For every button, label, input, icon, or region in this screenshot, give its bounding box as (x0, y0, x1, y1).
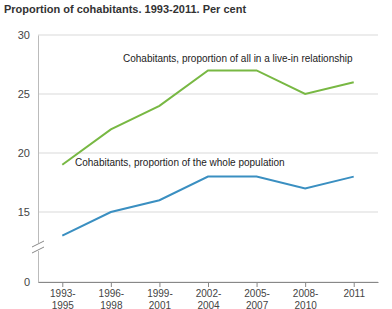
y-tick: 25 (18, 88, 38, 100)
x-tick: 2002-2004 (196, 282, 222, 309)
y-tick-label: 25 (18, 88, 30, 100)
x-tick-mark (354, 282, 355, 287)
grid-line (38, 94, 378, 95)
title: Proportion of cohabitants. 1993-2011. Pe… (4, 3, 246, 15)
x-tick: 2011 (343, 282, 365, 299)
grid-line (38, 212, 378, 213)
series-label: Cohabitants, proportion of the whole pop… (75, 157, 285, 168)
y-tick: 0 (24, 276, 38, 288)
x-tick: 1993-1995 (50, 282, 76, 309)
x-tick-label: 1999-2001 (147, 288, 173, 309)
y-tick-label: 0 (24, 276, 30, 288)
x-tick: 1996-1998 (99, 282, 125, 309)
series-label: Cohabitants, proportion of all in a live… (123, 53, 353, 64)
series-line (62, 70, 353, 164)
x-tick-mark (257, 282, 258, 287)
x-tick-mark (305, 282, 306, 287)
chart: Proportion of cohabitants. 1993-2011. Pe… (0, 0, 392, 309)
x-tick: 2005-2007 (244, 282, 270, 309)
x-tick-mark (208, 282, 209, 287)
x-tick: 1999-2001 (147, 282, 173, 309)
x-tick: 2008-2010 (293, 282, 319, 309)
grid-line (38, 35, 378, 36)
grid (38, 35, 378, 282)
x-tick-label: 2008-2010 (293, 288, 319, 309)
x-tick-label: 2005-2007 (244, 288, 270, 309)
x-tick-mark (159, 282, 160, 287)
x-tick-label: 1996-1998 (99, 288, 125, 309)
y-tick: 15 (18, 206, 38, 218)
x-tick-label: 2002-2004 (196, 288, 222, 309)
series-line (62, 177, 353, 236)
x-tick-label: 2011 (343, 288, 365, 299)
y-tick-label: 20 (18, 147, 30, 159)
lines (62, 70, 353, 235)
x-tick-label: 1993-1995 (50, 288, 76, 309)
y-tick: 20 (18, 147, 38, 159)
x-tick-mark (62, 282, 63, 287)
y-tick: 30 (18, 29, 38, 41)
x-tick-mark (111, 282, 112, 287)
x-axis: 1993-1995 1996-1998 1999-2001 2002-2004 2005… (39, 282, 379, 309)
grid-line (38, 153, 378, 154)
axis-break (32, 241, 44, 253)
y-tick-label: 15 (18, 206, 30, 218)
y-tick-label: 30 (18, 29, 30, 41)
